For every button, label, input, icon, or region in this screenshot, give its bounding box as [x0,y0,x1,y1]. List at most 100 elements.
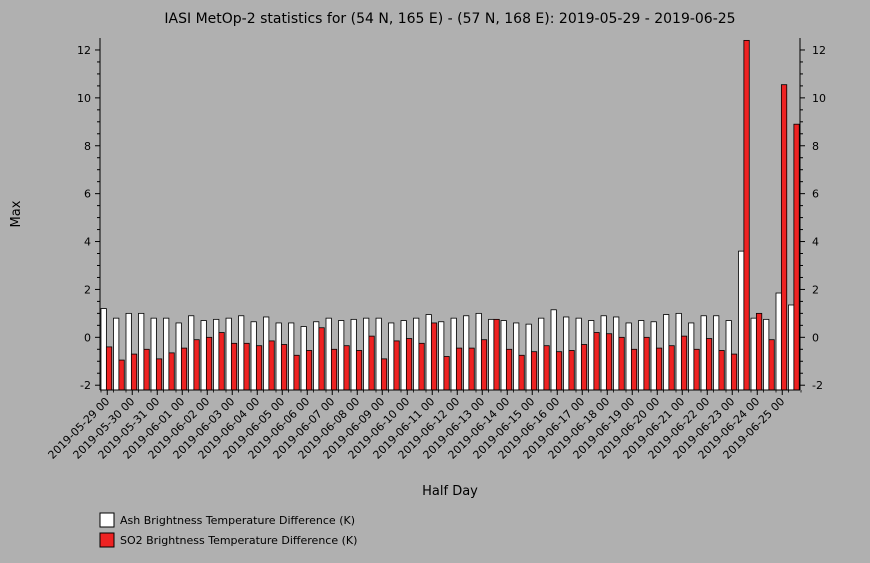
so2-bar-45 [668,345,675,391]
y-tick-label-right: 2 [812,283,819,296]
y-tick-label-left: 6 [84,188,91,201]
so2-bar-37 [568,350,575,391]
ash-bar-26 [425,314,432,391]
so2-bar-31 [493,318,500,391]
so2-bar-54 [780,84,788,391]
so2-bar-15 [293,354,300,391]
so2-bar-0 [105,346,113,391]
ash-bar-32 [500,320,507,391]
ash-bar-28 [450,317,457,391]
ash-bar-9 [213,318,220,391]
ash-bar-38 [575,317,582,391]
ash-bar-2 [125,312,132,391]
ash-bar-6 [175,322,182,391]
so2-bar-43 [643,336,650,391]
ash-bar-53 [763,318,770,391]
ash-bar-3 [138,312,145,391]
y-tick-label-left: 4 [84,236,91,249]
ash-bar-18 [325,317,332,391]
ash-bar-51 [738,250,745,391]
ash-bar-33 [513,322,520,391]
so2-bar-47 [693,348,700,391]
ash-bar-30 [475,312,482,391]
y-tick-label-right: 10 [812,92,826,105]
ash-bar-8 [200,320,207,391]
so2-bar-5 [168,352,175,391]
so2-bar-53 [768,339,775,391]
y-tick-label-right: 0 [812,331,819,344]
ash-bar-46 [675,312,682,391]
so2-bar-39 [593,332,600,391]
so2-bar-33 [518,354,525,391]
so2-bar-44 [655,347,663,391]
y-tick-label-left: 2 [84,283,91,296]
so2-bar-36 [555,351,563,391]
so2-bar-29 [468,347,475,391]
ash-bar-24 [400,320,407,391]
so2-bar-38 [580,344,588,391]
so2-bar-17 [318,327,325,391]
so2-bar-13 [268,340,275,391]
so2-bar-24 [405,338,413,391]
so2-bar-22 [380,358,388,391]
so2-bar-28 [455,347,463,391]
ash-bar-44 [650,321,657,391]
so2-bar-48 [705,338,713,391]
so2-bar-55 [793,123,800,391]
so2-bar-26 [430,322,438,391]
ash-bar-37 [563,316,570,391]
ash-bar-42 [625,322,632,391]
so2-bar-11 [243,342,250,391]
ash-bar-23 [388,322,395,391]
so2-bar-3 [143,348,150,391]
so2-bar-7 [193,339,200,391]
ash-bar-16 [300,326,307,391]
legend-label-ash: Ash Brightness Temperature Difference (K… [120,514,355,527]
legend-swatch-ash [99,512,115,528]
ash-bar-47 [688,322,695,391]
ash-bar-31 [488,318,495,391]
y-tick-label-left: 12 [77,44,91,57]
ash-bar-17 [313,321,320,391]
so2-bar-20 [355,350,363,391]
so2-bar-32 [505,348,513,391]
ash-bar-1 [113,317,120,391]
so2-bar-12 [255,345,263,391]
ash-bar-20 [350,318,357,391]
ash-bar-21 [363,317,370,391]
ash-bar-25 [413,317,420,391]
so2-bar-46 [680,335,688,391]
legend-label-so2: SO2 Brightness Temperature Difference (K… [120,534,357,547]
legend-swatch-so2 [99,532,115,548]
so2-bar-49 [718,350,725,391]
ash-bar-48 [700,315,707,391]
ash-bar-12 [250,321,257,391]
so2-bar-19 [343,345,350,391]
x-axis-label: Half Day [422,484,478,499]
ash-bar-41 [613,316,620,391]
so2-bar-14 [280,344,288,391]
ash-bar-27 [438,321,445,391]
so2-bar-2 [130,353,138,391]
so2-bar-21 [368,335,375,391]
so2-bar-51 [743,39,750,391]
ash-bar-39 [588,320,595,391]
ash-bar-7 [188,315,195,391]
ash-bar-34 [525,323,532,391]
ash-bar-50 [725,320,732,391]
ash-bar-45 [663,314,670,391]
y-tick-label-right: 12 [812,44,826,57]
so2-bar-40 [605,333,613,391]
so2-bar-50 [730,353,738,391]
y-tick-label-left: -2 [80,379,91,392]
ash-bar-11 [238,315,245,391]
so2-bar-1 [118,359,125,391]
so2-bar-42 [630,348,638,391]
ash-bar-43 [638,320,645,391]
ash-bar-5 [163,317,170,391]
so2-bar-6 [180,347,188,391]
chart-title: IASI MetOp-2 statistics for (54 N, 165 E… [164,11,735,27]
